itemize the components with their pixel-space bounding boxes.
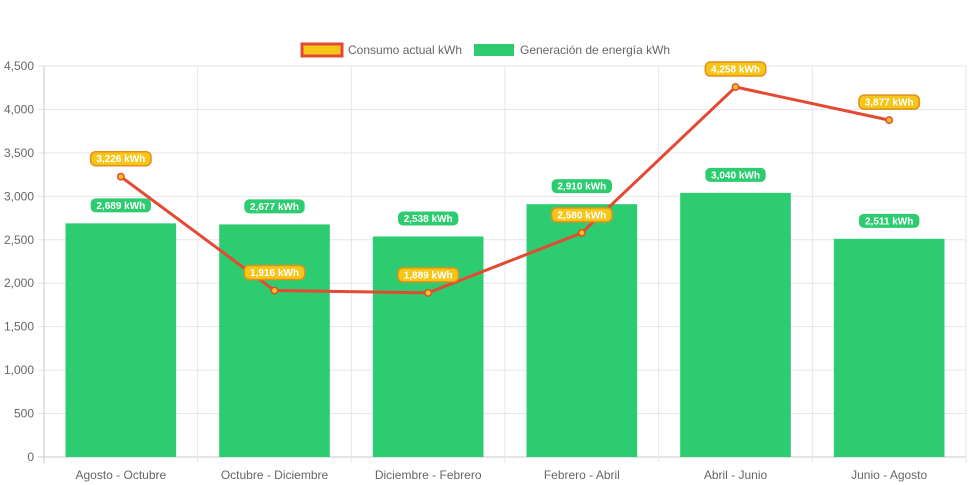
x-tick-label: Diciembre - Febrero <box>375 468 482 482</box>
y-tick-label: 0 <box>27 450 34 464</box>
svg-text:1,916 kWh: 1,916 kWh <box>250 268 299 279</box>
line-point[interactable] <box>885 116 894 125</box>
x-tick-label: Febrero - Abril <box>544 468 620 482</box>
legend-item-consumo[interactable]: Consumo actual kWh <box>300 42 462 58</box>
y-tick-label: 1,000 <box>4 363 34 377</box>
y-axis: 0 500 1,000 1,500 2,000 2,500 3,000 3,500 4,000 4… <box>4 59 34 464</box>
y-tick-label: 4,000 <box>4 102 34 116</box>
y-tick-label: 500 <box>14 407 34 421</box>
line-data-label: 3,877 kWh <box>858 94 921 110</box>
line-point[interactable] <box>424 288 433 297</box>
legend-label-generacion: Generación de energía kWh <box>520 43 670 57</box>
legend[interactable]: Consumo actual kWh Generación de energía… <box>300 42 670 58</box>
x-axis: Agosto - Octubre Octubre - Diciembre Dicie… <box>75 468 927 482</box>
svg-text:3,877 kWh: 3,877 kWh <box>865 98 914 109</box>
y-tick-label: 1,500 <box>4 320 34 334</box>
svg-text:2,689 kWh: 2,689 kWh <box>96 201 145 212</box>
svg-text:3,226 kWh: 3,226 kWh <box>96 154 145 165</box>
bar-data-label: 2,538 kWh <box>397 211 459 226</box>
bar-data-label: 2,677 kWh <box>244 199 305 214</box>
bar-data-label: 2,910 kWh <box>551 179 613 194</box>
svg-text:2,580 kWh: 2,580 kWh <box>557 210 606 221</box>
bar[interactable] <box>833 238 945 457</box>
grid <box>38 65 967 463</box>
x-tick-label: Abril - Junio <box>704 468 768 482</box>
line-data-label: 4,258 kWh <box>704 61 767 77</box>
line-data-label: 1,916 kWh <box>243 264 306 281</box>
svg-text:1,889 kWh: 1,889 kWh <box>404 270 453 281</box>
svg-text:2,677 kWh: 2,677 kWh <box>250 202 299 213</box>
line-point[interactable] <box>116 172 125 181</box>
y-tick-label: 4,500 <box>4 59 34 73</box>
bar[interactable] <box>219 224 330 457</box>
y-tick-label: 3,000 <box>4 189 34 203</box>
legend-swatch-generacion <box>474 44 514 56</box>
legend-swatch-consumo <box>300 42 344 58</box>
line-data-label: 2,580 kWh <box>550 207 613 223</box>
line-point[interactable] <box>577 228 586 237</box>
line-point[interactable] <box>731 83 740 91</box>
bar-data-label: 2,511 kWh <box>858 213 920 228</box>
svg-text:4,258 kWh: 4,258 kWh <box>711 65 760 76</box>
x-tick-label: Agosto - Octubre <box>75 468 166 482</box>
line-data-label: 3,226 kWh <box>89 150 152 167</box>
bar-data-label: 3,040 kWh <box>705 167 766 182</box>
y-tick-label: 2,500 <box>4 233 34 247</box>
y-tick-label: 2,000 <box>4 276 34 290</box>
legend-item-generacion[interactable]: Generación de energía kWh <box>474 43 670 57</box>
svg-text:2,538 kWh: 2,538 kWh <box>404 214 453 225</box>
bar[interactable] <box>526 204 638 457</box>
legend-label-consumo: Consumo actual kWh <box>348 43 462 57</box>
x-tick-label: Junio - Agosto <box>851 468 927 482</box>
bar[interactable] <box>680 192 791 457</box>
data-labels: 2,689 kWh 2,677 kWh 2,538 kWh 2,910 kWh 3,04… <box>89 61 921 283</box>
line-point[interactable] <box>270 286 279 295</box>
line-data-label: 1,889 kWh <box>397 267 460 283</box>
bar-data-label: 2,689 kWh <box>90 198 152 213</box>
svg-text:2,910 kWh: 2,910 kWh <box>557 182 606 193</box>
bar[interactable] <box>65 223 177 457</box>
svg-text:3,040 kWh: 3,040 kWh <box>711 170 760 181</box>
svg-text:2,511 kWh: 2,511 kWh <box>865 216 913 227</box>
y-tick-label: 3,500 <box>4 146 34 160</box>
x-tick-label: Octubre - Diciembre <box>221 468 329 482</box>
